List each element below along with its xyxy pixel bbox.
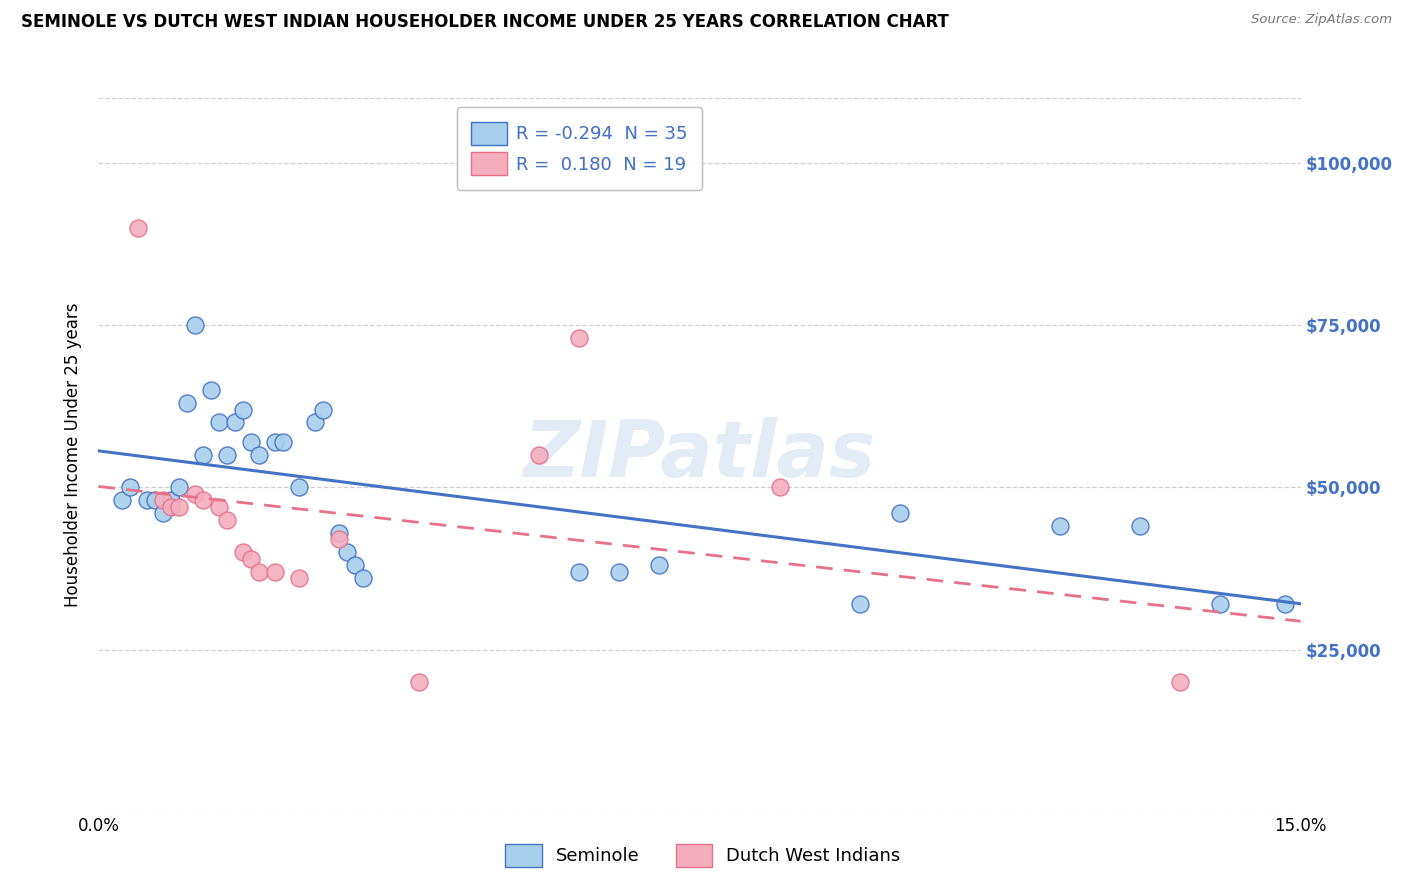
Text: SEMINOLE VS DUTCH WEST INDIAN HOUSEHOLDER INCOME UNDER 25 YEARS CORRELATION CHAR: SEMINOLE VS DUTCH WEST INDIAN HOUSEHOLDE…	[21, 13, 949, 31]
Point	[288, 480, 311, 494]
Point	[176, 396, 198, 410]
Point	[609, 565, 631, 579]
Point	[215, 513, 238, 527]
Y-axis label: Householder Income Under 25 years: Householder Income Under 25 years	[65, 302, 83, 607]
Point	[352, 571, 374, 585]
Point	[200, 383, 222, 397]
Point	[183, 487, 205, 501]
Point	[120, 480, 142, 494]
Point	[152, 506, 174, 520]
Point	[529, 448, 551, 462]
Point	[111, 493, 134, 508]
Point	[343, 558, 366, 573]
Point	[1049, 519, 1071, 533]
Point	[1170, 675, 1192, 690]
Text: Source: ZipAtlas.com: Source: ZipAtlas.com	[1251, 13, 1392, 27]
Point	[312, 402, 335, 417]
Point	[128, 220, 150, 235]
Point	[167, 500, 190, 514]
Point	[1209, 597, 1232, 611]
Point	[328, 525, 350, 540]
Point	[263, 565, 285, 579]
Point	[408, 675, 430, 690]
Point	[1274, 597, 1296, 611]
Point	[191, 493, 214, 508]
Point	[271, 434, 294, 449]
Legend: R = -0.294  N = 35, R =  0.180  N = 19: R = -0.294 N = 35, R = 0.180 N = 19	[457, 107, 702, 190]
Point	[167, 480, 190, 494]
Point	[263, 434, 285, 449]
Point	[568, 331, 591, 345]
Point	[769, 480, 792, 494]
Point	[143, 493, 166, 508]
Point	[159, 493, 181, 508]
Point	[215, 448, 238, 462]
Point	[208, 500, 231, 514]
Point	[336, 545, 359, 559]
Point	[247, 565, 270, 579]
Point	[568, 565, 591, 579]
Point	[288, 571, 311, 585]
Point	[183, 318, 205, 333]
Point	[239, 434, 262, 449]
Point	[232, 545, 254, 559]
Point	[191, 448, 214, 462]
Point	[135, 493, 157, 508]
Point	[648, 558, 671, 573]
Point	[304, 416, 326, 430]
Point	[328, 533, 350, 547]
Point	[152, 493, 174, 508]
Point	[224, 416, 246, 430]
Point	[208, 416, 231, 430]
Text: ZIPatlas: ZIPatlas	[523, 417, 876, 493]
Point	[247, 448, 270, 462]
Point	[889, 506, 911, 520]
Point	[1129, 519, 1152, 533]
Point	[239, 551, 262, 566]
Point	[232, 402, 254, 417]
Legend: Seminole, Dutch West Indians: Seminole, Dutch West Indians	[498, 837, 908, 874]
Point	[849, 597, 872, 611]
Point	[159, 500, 181, 514]
